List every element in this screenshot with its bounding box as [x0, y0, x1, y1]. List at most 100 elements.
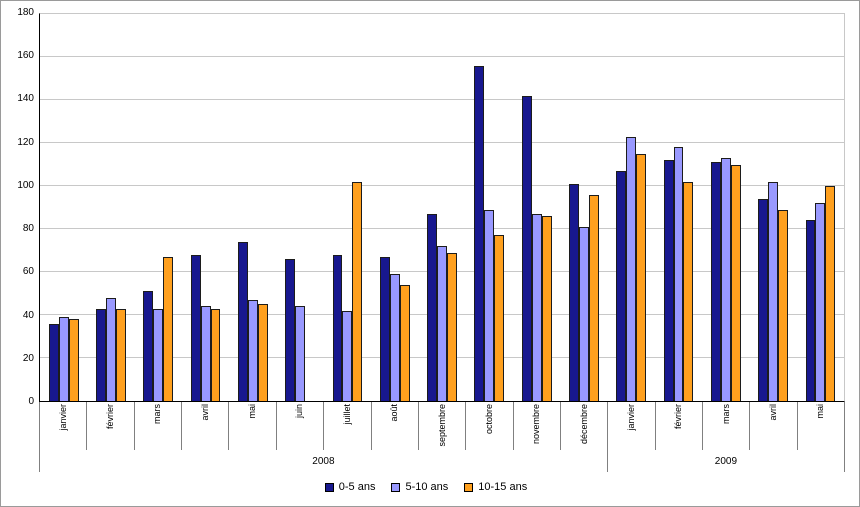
legend-swatch	[324, 482, 334, 492]
month-label: mai	[815, 404, 826, 419]
bar-10-15-ans	[210, 308, 221, 401]
bar-5-10-ans	[437, 246, 447, 401]
month-label-cell: octobre	[466, 402, 514, 450]
month-label-cell: janvier	[608, 402, 656, 450]
month-label-cell: janvier	[39, 402, 88, 450]
gridline	[40, 99, 844, 100]
bar-group	[418, 14, 465, 401]
month-label: janvier	[625, 404, 636, 431]
y-tick-label: 140	[17, 93, 34, 105]
bar-10-15-ans	[825, 186, 836, 401]
month-label-cell: mars	[703, 402, 751, 450]
bar-10-15-ans	[68, 319, 79, 401]
month-label-cell: septembre	[419, 402, 467, 450]
month-label-cell: mars	[135, 402, 183, 450]
bar-group	[324, 14, 371, 401]
bar-5-10-ans	[578, 226, 589, 401]
month-label: février	[105, 404, 116, 430]
bar-0-5-ans	[96, 308, 106, 401]
legend-swatch	[391, 482, 401, 492]
legend-label: 5-10 ans	[405, 481, 449, 493]
year-label-cell: 2009	[608, 450, 845, 472]
plot-row: 0 20 40 60 80 100 120 140 160 180	[7, 8, 845, 407]
bar-0-5-ans	[190, 254, 201, 401]
bar-5-10-ans	[153, 308, 164, 401]
bar-0-5-ans	[332, 254, 343, 401]
gridline	[40, 142, 844, 144]
bar-0-5-ans	[427, 213, 438, 401]
month-label: février	[673, 404, 684, 430]
month-label-cell: décembre	[561, 402, 609, 450]
bar-10-15-ans	[683, 181, 694, 401]
gridline	[40, 56, 844, 57]
bar-0-5-ans	[379, 256, 390, 401]
legend-item: 5-10 ans	[391, 481, 448, 493]
y-tick-label: 160	[17, 50, 34, 62]
y-tick-label: 60	[22, 266, 34, 278]
bar-group	[135, 14, 182, 401]
legend-item: 10-15 ans	[464, 481, 527, 493]
y-tick-label: 40	[22, 309, 34, 321]
bar-0-5-ans	[474, 65, 485, 401]
bar-5-10-ans	[484, 209, 495, 401]
y-tick-label: 120	[17, 136, 34, 148]
bar-group	[608, 14, 655, 401]
bar-10-15-ans	[541, 216, 552, 401]
month-label: janvier	[57, 404, 68, 431]
year-label: 2008	[312, 455, 335, 467]
y-tick-label: 80	[22, 223, 34, 235]
legend-label: 0-5 ans	[338, 481, 376, 493]
bar-5-10-ans	[626, 136, 637, 401]
month-label-cell: avril	[182, 402, 230, 450]
year-axis: 2008 2009	[39, 450, 845, 472]
month-label: avril	[768, 404, 779, 421]
bar-5-10-ans	[720, 158, 731, 401]
bar-5-10-ans	[815, 203, 826, 401]
bar-5-10-ans	[342, 310, 353, 401]
bar-5-10-ans	[768, 181, 779, 401]
bar-5-10-ans	[200, 306, 211, 401]
month-label-cell: août	[372, 402, 419, 450]
bar-0-5-ans	[48, 323, 59, 401]
bar-group	[702, 14, 749, 401]
bar-10-15-ans	[399, 284, 410, 401]
y-axis: 0 20 40 60 80 100 120 140 160 180	[7, 8, 39, 407]
bar-0-5-ans	[569, 183, 579, 401]
month-label-cell: février	[87, 402, 135, 450]
bar-5-10-ans	[531, 213, 542, 401]
month-label-cell: mai	[798, 402, 846, 450]
bar-group	[466, 14, 513, 401]
bar-0-5-ans	[237, 241, 248, 401]
bar-5-10-ans	[673, 147, 684, 401]
bar-group	[749, 14, 796, 401]
month-label-cell: avril	[750, 402, 798, 450]
bar-5-10-ans	[58, 317, 69, 401]
month-label: septembre	[436, 404, 447, 447]
month-label: mai	[247, 404, 258, 419]
bar-10-15-ans	[352, 181, 363, 401]
month-label: décembre	[578, 404, 589, 445]
bar-10-15-ans	[446, 252, 457, 401]
bar-0-5-ans	[710, 162, 721, 401]
bar-group	[229, 14, 276, 401]
bar-group	[513, 14, 560, 401]
legend: 0-5 ans 5-10 ans 10-15 ans	[7, 472, 845, 502]
y-tick-label: 180	[17, 7, 34, 18]
bar-0-5-ans	[805, 220, 816, 401]
legend-item: 0-5 ans	[324, 481, 376, 493]
bar-10-15-ans	[494, 235, 505, 401]
bar-10-15-ans	[636, 153, 647, 401]
bar-0-5-ans	[285, 259, 296, 401]
bar-group	[87, 14, 134, 401]
month-label-cell: novembre	[514, 402, 561, 450]
bar-5-10-ans	[389, 274, 400, 401]
plot-area	[39, 13, 845, 402]
month-label: mars	[720, 404, 731, 424]
bar-10-15-ans	[163, 256, 174, 401]
year-label-cell: 2008	[39, 450, 608, 472]
month-label-cell: juin	[277, 402, 325, 450]
bar-0-5-ans	[521, 95, 532, 401]
bar-5-10-ans	[247, 299, 258, 401]
month-label: avril	[199, 404, 210, 421]
